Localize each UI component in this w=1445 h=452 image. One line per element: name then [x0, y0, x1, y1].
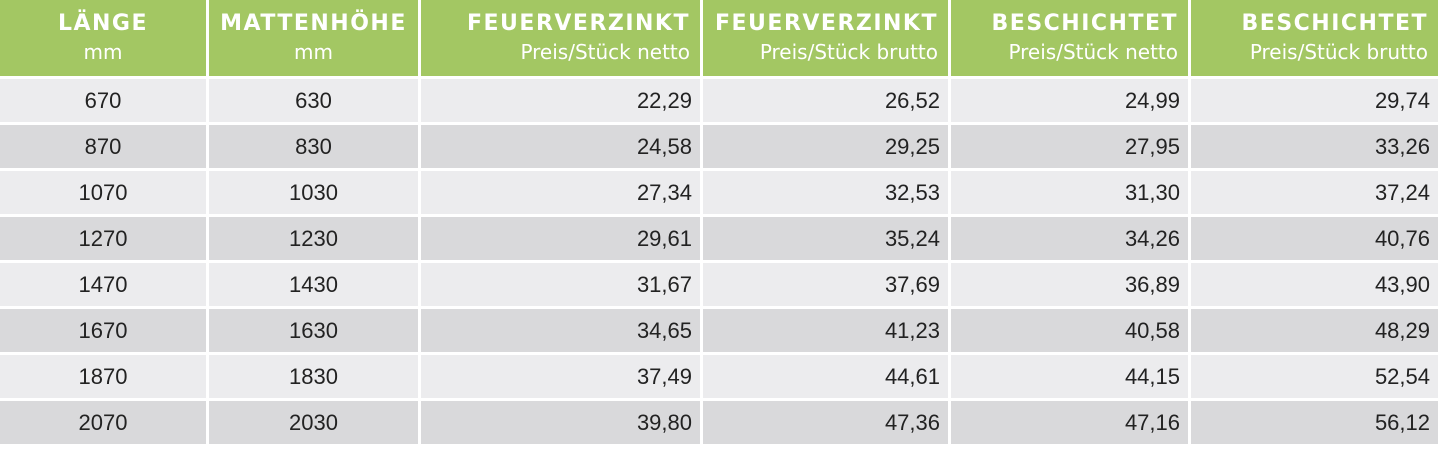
column-header-feuerverzinkt-netto: FEUERVERZINKT Preis/Stück netto [421, 0, 703, 79]
cell-feuerverzinkt-netto: 39,80 [421, 401, 703, 447]
column-subtitle: Preis/Stück netto [1008, 40, 1178, 64]
cell-beschichtet-brutto: 43,90 [1191, 263, 1438, 309]
column-header-laenge: LÄNGE mm [0, 0, 209, 79]
cell-beschichtet-netto: 40,58 [951, 309, 1191, 355]
cell-mattenhoehe: 1430 [209, 263, 421, 309]
cell-feuerverzinkt-netto: 37,49 [421, 355, 703, 401]
table-row: 670 630 22,29 26,52 24,99 29,74 [0, 79, 1438, 125]
column-header-feuerverzinkt-brutto: FEUERVERZINKT Preis/Stück brutto [703, 0, 951, 79]
table-row: 2070 2030 39,80 47,36 47,16 56,12 [0, 401, 1438, 447]
cell-laenge: 1070 [0, 171, 209, 217]
cell-feuerverzinkt-netto: 24,58 [421, 125, 703, 171]
cell-feuerverzinkt-brutto: 29,25 [703, 125, 951, 171]
cell-laenge: 1870 [0, 355, 209, 401]
cell-beschichtet-brutto: 29,74 [1191, 79, 1438, 125]
cell-feuerverzinkt-netto: 29,61 [421, 217, 703, 263]
cell-beschichtet-netto: 34,26 [951, 217, 1191, 263]
table-row: 1070 1030 27,34 32,53 31,30 37,24 [0, 171, 1438, 217]
column-title: MATTENHÖHE [220, 11, 407, 36]
cell-beschichtet-brutto: 52,54 [1191, 355, 1438, 401]
cell-feuerverzinkt-brutto: 32,53 [703, 171, 951, 217]
cell-laenge: 1270 [0, 217, 209, 263]
column-subtitle: Preis/Stück brutto [759, 40, 938, 64]
cell-beschichtet-netto: 24,99 [951, 79, 1191, 125]
table-row: 1270 1230 29,61 35,24 34,26 40,76 [0, 217, 1438, 263]
cell-beschichtet-netto: 31,30 [951, 171, 1191, 217]
cell-laenge: 1670 [0, 309, 209, 355]
cell-feuerverzinkt-brutto: 26,52 [703, 79, 951, 125]
cell-mattenhoehe: 1830 [209, 355, 421, 401]
column-header-beschichtet-brutto: BESCHICHTET Preis/Stück brutto [1191, 0, 1438, 79]
cell-laenge: 870 [0, 125, 209, 171]
column-unit: mm [83, 40, 123, 64]
column-title: LÄNGE [57, 11, 149, 36]
table-row: 1670 1630 34,65 41,23 40,58 48,29 [0, 309, 1438, 355]
cell-feuerverzinkt-brutto: 41,23 [703, 309, 951, 355]
column-unit: mm [294, 40, 333, 64]
table-row: 1870 1830 37,49 44,61 44,15 52,54 [0, 355, 1438, 401]
column-title: BESCHICHTET [991, 11, 1178, 36]
column-subtitle: Preis/Stück brutto [1249, 40, 1428, 64]
cell-laenge: 1470 [0, 263, 209, 309]
column-title: FEUERVERZINKT [467, 11, 690, 36]
cell-mattenhoehe: 830 [209, 125, 421, 171]
cell-mattenhoehe: 1230 [209, 217, 421, 263]
cell-mattenhoehe: 1030 [209, 171, 421, 217]
column-subtitle: Preis/Stück netto [520, 40, 690, 64]
cell-beschichtet-brutto: 48,29 [1191, 309, 1438, 355]
cell-feuerverzinkt-netto: 27,34 [421, 171, 703, 217]
cell-beschichtet-netto: 36,89 [951, 263, 1191, 309]
cell-beschichtet-brutto: 37,24 [1191, 171, 1438, 217]
cell-feuerverzinkt-brutto: 44,61 [703, 355, 951, 401]
cell-feuerverzinkt-netto: 34,65 [421, 309, 703, 355]
cell-feuerverzinkt-brutto: 47,36 [703, 401, 951, 447]
cell-beschichtet-brutto: 40,76 [1191, 217, 1438, 263]
cell-beschichtet-netto: 44,15 [951, 355, 1191, 401]
table-row: 1470 1430 31,67 37,69 36,89 43,90 [0, 263, 1438, 309]
cell-feuerverzinkt-netto: 22,29 [421, 79, 703, 125]
column-title: BESCHICHTET [1241, 11, 1428, 36]
cell-laenge: 2070 [0, 401, 209, 447]
cell-beschichtet-brutto: 33,26 [1191, 125, 1438, 171]
cell-beschichtet-netto: 27,95 [951, 125, 1191, 171]
column-header-mattenhoehe: MATTENHÖHE mm [209, 0, 421, 79]
cell-mattenhoehe: 1630 [209, 309, 421, 355]
table-header-row: LÄNGE mm MATTENHÖHE mm FEUERVERZINKT Pre… [0, 0, 1438, 79]
table-row: 870 830 24,58 29,25 27,95 33,26 [0, 125, 1438, 171]
cell-feuerverzinkt-brutto: 37,69 [703, 263, 951, 309]
cell-feuerverzinkt-brutto: 35,24 [703, 217, 951, 263]
column-title: FEUERVERZINKT [715, 11, 938, 36]
cell-laenge: 670 [0, 79, 209, 125]
cell-beschichtet-netto: 47,16 [951, 401, 1191, 447]
column-header-beschichtet-netto: BESCHICHTET Preis/Stück netto [951, 0, 1191, 79]
cell-mattenhoehe: 630 [209, 79, 421, 125]
cell-beschichtet-brutto: 56,12 [1191, 401, 1438, 447]
cell-feuerverzinkt-netto: 31,67 [421, 263, 703, 309]
cell-mattenhoehe: 2030 [209, 401, 421, 447]
